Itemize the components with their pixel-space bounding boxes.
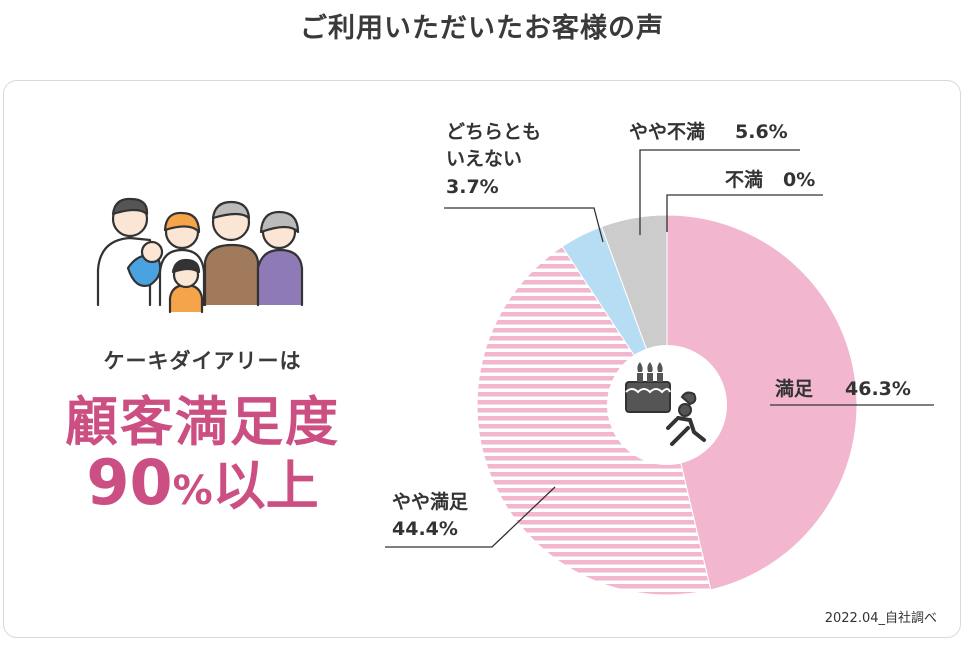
satisfaction-headline-rate: 90%以上 [50,450,355,532]
label-neutral-line1: どちらとも [446,121,541,143]
label-somewhat-dissatisfied: やや不満 [629,121,705,143]
source-note: 2022.04_自社調べ [824,611,937,626]
value-somewhat-satisfied: 44.4% [392,518,458,540]
value-satisfied: 46.3% [845,378,911,400]
value-dissatisfied: 0% [783,169,815,191]
label-neutral-line2: いえない [446,148,522,170]
label-somewhat-satisfied: やや満足 [392,491,469,513]
tagline: ケーキダイアリーは [103,349,302,373]
satisfaction-headline: 顧客満足度 [65,392,340,453]
headline-suffix: 以上 [212,456,319,517]
pie-slice-satisfied [666,214,858,591]
value-neutral: 3.7% [446,176,499,198]
label-dissatisfied: 不満 [725,169,763,191]
cake-icon [625,362,671,413]
value-somewhat-dissatisfied: 5.6% [735,121,788,143]
leader-somewhat-dissatisfied [639,149,800,235]
chef-running-icon [666,391,706,446]
leader-somewhat-satisfied [385,486,556,548]
leader-dissatisfied [666,194,823,232]
pie-slice-somewhat-satisfied [476,245,712,596]
headline-number: 90 [86,446,173,519]
label-satisfied: 満足 [775,378,814,400]
leader-neutral [444,207,604,243]
headline-percent-sign: % [172,468,213,514]
page-title: ご利用いただいたお客様の声 [300,13,664,44]
